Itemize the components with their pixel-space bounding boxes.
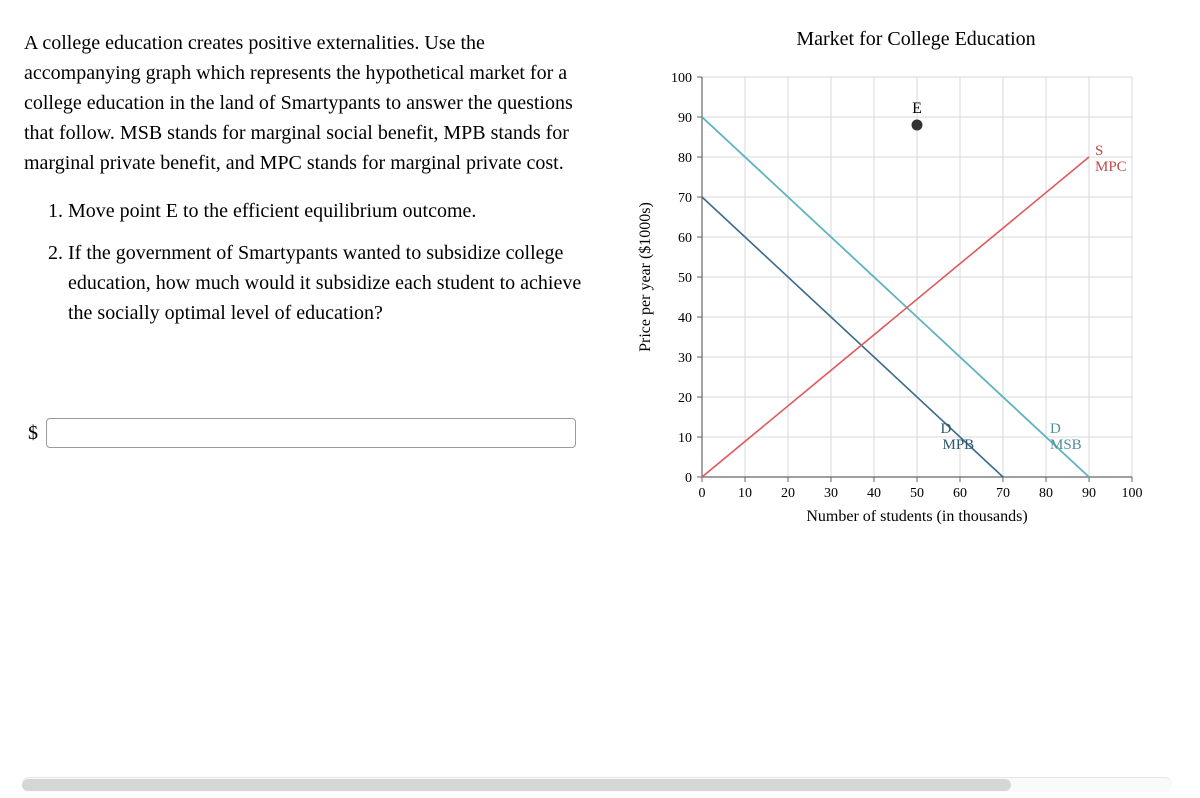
svg-text:0: 0 xyxy=(685,471,692,486)
svg-text:D: D xyxy=(1050,421,1061,437)
svg-text:20: 20 xyxy=(781,486,795,501)
question-panel: A college education creates positive ext… xyxy=(24,28,596,774)
question-2: If the government of Smartypants wanted … xyxy=(68,238,596,328)
svg-text:80: 80 xyxy=(1039,486,1053,501)
question-list: Move point E to the efficient equilibriu… xyxy=(24,196,596,328)
chart-panel: Market for College Education 0 10 20 30 40 50… xyxy=(616,28,1176,774)
intro-text: A college education creates positive ext… xyxy=(24,28,596,178)
svg-text:100: 100 xyxy=(1122,486,1143,501)
svg-text:0: 0 xyxy=(699,486,706,501)
svg-text:MPB: MPB xyxy=(943,437,975,453)
svg-text:90: 90 xyxy=(1082,486,1096,501)
svg-text:50: 50 xyxy=(910,486,924,501)
svg-text:60: 60 xyxy=(953,486,967,501)
horizontal-scrollbar[interactable] xyxy=(22,777,1172,792)
svg-text:10: 10 xyxy=(678,431,692,446)
svg-text:60: 60 xyxy=(678,231,692,246)
svg-text:100: 100 xyxy=(671,71,692,86)
market-chart[interactable]: 0 10 20 30 40 50 60 70 80 90 100 0 10 20 30 40 50 60 70 80 9… xyxy=(616,57,1176,537)
svg-text:20: 20 xyxy=(678,391,692,406)
svg-text:S: S xyxy=(1095,143,1103,159)
answer-row: $ xyxy=(24,418,596,448)
svg-text:MSB: MSB xyxy=(1050,437,1082,453)
question-1: Move point E to the efficient equilibriu… xyxy=(68,196,596,226)
subsidy-input[interactable] xyxy=(46,418,576,448)
svg-text:40: 40 xyxy=(678,311,692,326)
svg-text:90: 90 xyxy=(678,111,692,126)
scrollbar-thumb[interactable] xyxy=(22,779,1011,791)
currency-symbol: $ xyxy=(28,418,38,448)
chart-title: Market for College Education xyxy=(616,28,1176,51)
svg-text:30: 30 xyxy=(824,486,838,501)
svg-text:Price per year ($1000s): Price per year ($1000s) xyxy=(637,202,654,352)
svg-text:30: 30 xyxy=(678,351,692,366)
svg-text:70: 70 xyxy=(996,486,1010,501)
svg-text:10: 10 xyxy=(738,486,752,501)
svg-text:MPC: MPC xyxy=(1095,159,1127,175)
svg-text:70: 70 xyxy=(678,191,692,206)
svg-text:D: D xyxy=(941,421,952,437)
svg-text:Number of students (in thousan: Number of students (in thousands) xyxy=(806,508,1027,525)
point-e[interactable] xyxy=(912,120,923,131)
svg-text:80: 80 xyxy=(678,151,692,166)
svg-text:40: 40 xyxy=(867,486,881,501)
svg-text:E: E xyxy=(912,100,922,117)
svg-text:50: 50 xyxy=(678,271,692,286)
